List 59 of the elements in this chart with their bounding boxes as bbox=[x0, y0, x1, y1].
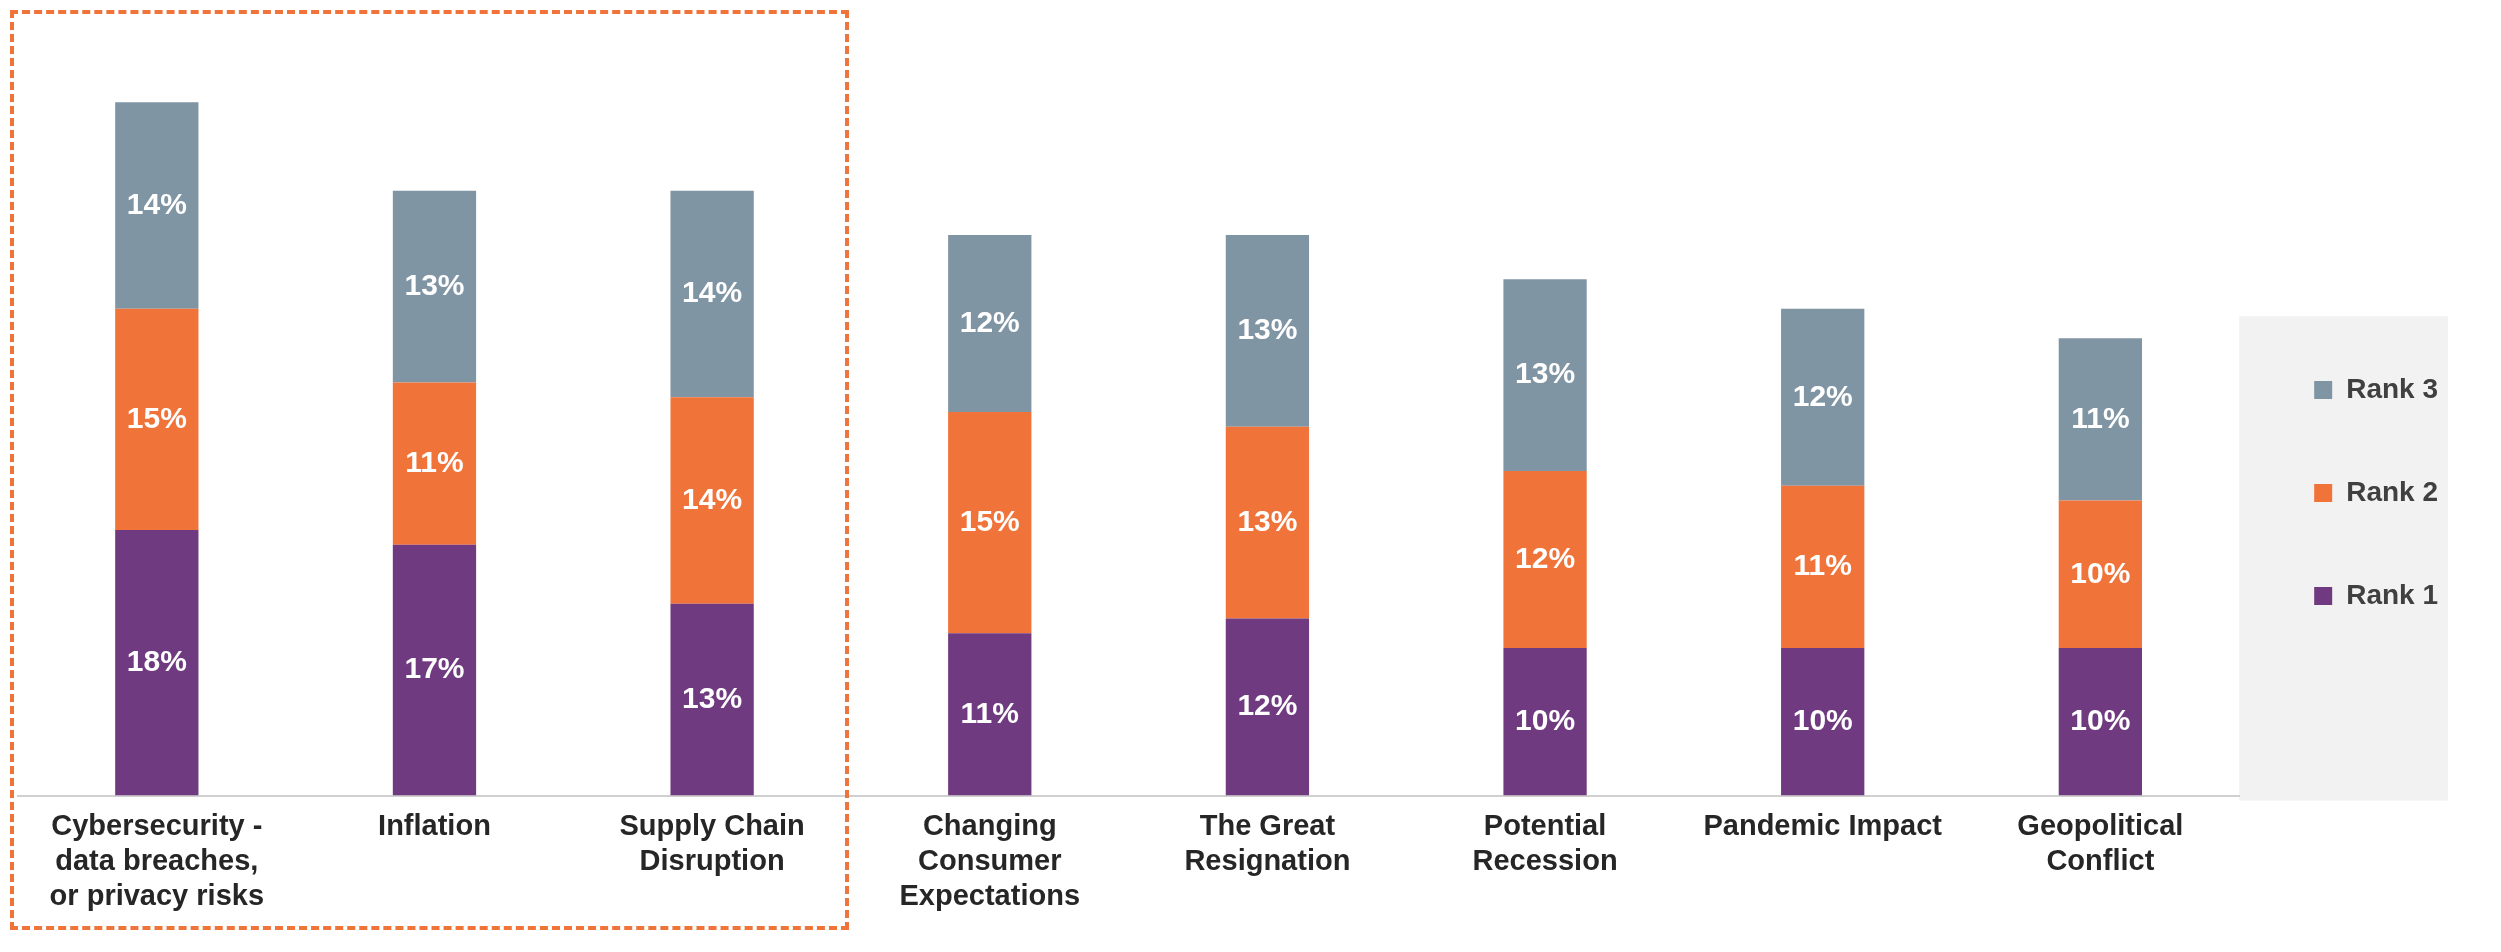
data-label: 11% bbox=[1793, 548, 1852, 582]
legend-label: Rank 1 bbox=[2346, 578, 2439, 610]
data-label: 13% bbox=[1515, 356, 1576, 390]
bar bbox=[1225, 426, 1310, 619]
bar bbox=[392, 190, 477, 383]
bar bbox=[2058, 500, 2142, 649]
bar bbox=[1503, 648, 1587, 796]
data-label: 11% bbox=[960, 695, 1019, 729]
data-label: 12% bbox=[1237, 688, 1298, 722]
data-label: 12% bbox=[1792, 378, 1853, 412]
data-label: 14% bbox=[682, 481, 743, 515]
bar bbox=[1225, 618, 1310, 796]
legend-label: Rank 2 bbox=[2346, 475, 2439, 507]
data-label: 12% bbox=[959, 304, 1020, 338]
bar bbox=[115, 308, 199, 531]
data-label: 10% bbox=[1792, 703, 1853, 737]
bar bbox=[948, 633, 1032, 796]
data-label: 11% bbox=[2071, 400, 2130, 434]
bar bbox=[392, 382, 477, 545]
data-label: 11% bbox=[405, 444, 464, 478]
data-label: 17% bbox=[404, 651, 465, 685]
x-tick-label: Geopolitical Conflict bbox=[2017, 809, 2184, 876]
data-label: 12% bbox=[1515, 540, 1576, 574]
bar bbox=[1225, 235, 1310, 427]
bar bbox=[1503, 279, 1587, 472]
x-tick-label: Supply Chain Disruption bbox=[619, 809, 805, 876]
data-label: 14% bbox=[682, 275, 743, 309]
data-label: 13% bbox=[682, 680, 743, 714]
x-tick-label: Cybersecurity - data breaches, or privacy risks bbox=[49, 809, 265, 911]
data-label: 13% bbox=[1237, 312, 1298, 346]
data-label: 15% bbox=[126, 400, 187, 434]
bar bbox=[670, 397, 754, 604]
bar bbox=[670, 190, 754, 398]
bar bbox=[1781, 648, 1865, 796]
bar bbox=[2058, 338, 2142, 501]
x-tick-label: Pandemic Impact bbox=[1703, 809, 1943, 841]
bar bbox=[1781, 485, 1865, 649]
bar bbox=[115, 102, 199, 309]
bar bbox=[670, 603, 754, 796]
data-label: 15% bbox=[959, 503, 1020, 537]
data-label: 18% bbox=[126, 644, 187, 678]
x-tick-label: Potential Recession bbox=[1472, 809, 1618, 876]
data-label: 10% bbox=[1515, 703, 1576, 737]
x-tick-label: The Great Resignation bbox=[1184, 809, 1351, 876]
x-tick-label: Inflation bbox=[378, 809, 491, 841]
bar bbox=[948, 412, 1032, 634]
bar bbox=[948, 235, 1032, 413]
data-label: 13% bbox=[1237, 503, 1298, 537]
legend-label: Rank 3 bbox=[2346, 372, 2439, 404]
bar bbox=[2058, 648, 2142, 796]
bar bbox=[115, 530, 199, 796]
x-tick-label: Changing Consumer Expectations bbox=[899, 809, 1081, 911]
data-label: 10% bbox=[2070, 703, 2131, 737]
bar bbox=[392, 544, 477, 796]
data-label: 10% bbox=[2070, 555, 2131, 589]
bar bbox=[1781, 308, 1865, 486]
data-label: 14% bbox=[126, 186, 187, 220]
bar bbox=[1503, 471, 1587, 649]
data-label: 13% bbox=[404, 267, 465, 301]
